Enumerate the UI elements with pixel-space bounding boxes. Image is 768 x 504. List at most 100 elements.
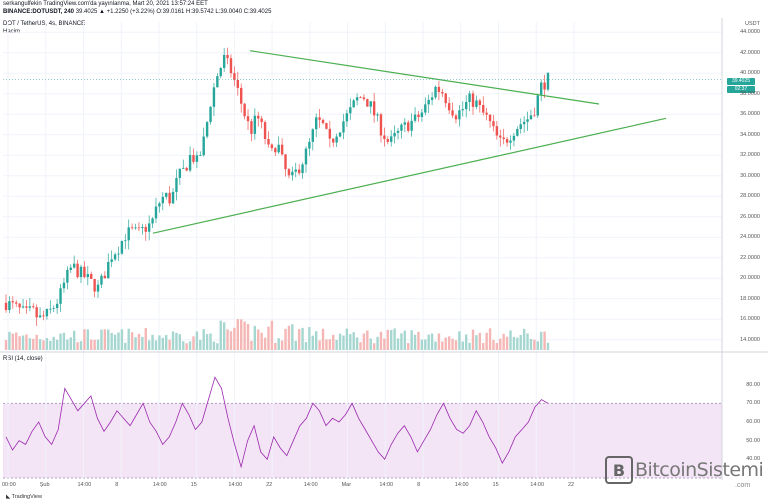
volume-bar bbox=[403, 330, 407, 350]
volume-bar bbox=[96, 339, 100, 350]
candle-body bbox=[335, 136, 338, 143]
volume-bar bbox=[512, 336, 516, 350]
candle-body bbox=[441, 92, 444, 94]
volume-bar bbox=[178, 334, 182, 350]
bitcoin-logo-icon: B bbox=[605, 456, 633, 484]
candle-body bbox=[236, 79, 239, 88]
volume-bar bbox=[25, 334, 28, 350]
time-tick-label: 15 bbox=[190, 482, 197, 488]
candle-body bbox=[383, 135, 386, 140]
volume-bar bbox=[263, 337, 267, 350]
candle-body bbox=[38, 315, 42, 318]
volume-bar bbox=[294, 340, 297, 350]
candle-body bbox=[216, 76, 219, 88]
time-tick-label: 14:00 bbox=[152, 482, 167, 488]
volume-bar bbox=[253, 325, 257, 350]
candle-body bbox=[297, 169, 301, 174]
candle-body bbox=[199, 155, 202, 156]
candle-body bbox=[25, 306, 28, 308]
candle-body bbox=[417, 114, 420, 118]
volume-bar bbox=[270, 320, 274, 350]
countdown-badge: 02:37 bbox=[727, 86, 755, 93]
candle-body bbox=[219, 67, 222, 77]
volume-bar bbox=[90, 339, 93, 350]
candle-body bbox=[468, 93, 471, 102]
volume-bar bbox=[359, 342, 362, 350]
time-tick-label: 14:00 bbox=[454, 482, 469, 488]
candle-body bbox=[478, 100, 482, 106]
volume-bar bbox=[413, 334, 417, 350]
volume-bar bbox=[447, 336, 451, 350]
candle-body bbox=[260, 118, 263, 123]
time-tick-label: 14:00 bbox=[303, 482, 318, 488]
volume-bar bbox=[124, 342, 127, 350]
volume-bar bbox=[308, 327, 311, 350]
volume-bar bbox=[182, 341, 185, 350]
candle-body bbox=[110, 259, 113, 262]
candle-body bbox=[516, 129, 519, 136]
volume-bar bbox=[280, 340, 284, 350]
volume-bar bbox=[83, 329, 86, 350]
volume-bar bbox=[338, 333, 342, 350]
volume-bar bbox=[185, 343, 188, 350]
candle-body bbox=[427, 99, 430, 105]
candle-body bbox=[536, 95, 539, 116]
candle-body bbox=[325, 123, 328, 129]
candle-body bbox=[49, 308, 52, 310]
rsi-tick-label: 60.00 bbox=[746, 419, 760, 425]
candle-body bbox=[15, 302, 18, 304]
candle-body bbox=[229, 58, 233, 74]
candle-body bbox=[141, 226, 144, 228]
candle-body bbox=[345, 113, 349, 122]
volume-bar bbox=[505, 336, 509, 350]
candle-body bbox=[226, 54, 229, 59]
candle-body bbox=[502, 137, 505, 140]
candle-body bbox=[192, 155, 195, 162]
candle-body bbox=[482, 105, 485, 113]
volume-bar bbox=[35, 334, 38, 350]
time-tick-label: 14:00 bbox=[530, 482, 545, 488]
watermark-sub: .com bbox=[735, 482, 751, 489]
volume-bar bbox=[127, 328, 130, 350]
candle-body bbox=[291, 171, 294, 176]
volume-bar bbox=[199, 339, 202, 350]
candle-body bbox=[168, 192, 171, 204]
volume-bar bbox=[226, 329, 229, 350]
volume-bar bbox=[297, 329, 301, 350]
volume-bar bbox=[110, 332, 113, 350]
volume-bar bbox=[437, 333, 441, 350]
candle-body bbox=[359, 97, 362, 99]
volume-bar bbox=[195, 331, 199, 350]
candle-body bbox=[308, 141, 311, 149]
candle-body bbox=[526, 119, 529, 122]
volume-bar bbox=[366, 330, 369, 350]
time-tick-label: 22 bbox=[568, 482, 575, 488]
volume-bar bbox=[8, 331, 11, 350]
candle-body bbox=[369, 101, 372, 107]
candle-body bbox=[147, 223, 151, 232]
volume-bar bbox=[396, 338, 400, 350]
volume-bar bbox=[461, 341, 464, 350]
candle-body bbox=[175, 177, 178, 192]
candle-body bbox=[376, 114, 379, 116]
candle-body bbox=[379, 114, 383, 136]
candle-body bbox=[471, 93, 475, 107]
candle-body bbox=[134, 227, 137, 229]
candle-body bbox=[250, 121, 253, 134]
candle-body bbox=[103, 275, 107, 279]
volume-bar bbox=[379, 331, 383, 350]
volume-bar bbox=[32, 338, 35, 350]
time-tick-label: 14:00 bbox=[379, 482, 394, 488]
volume-bar bbox=[192, 336, 195, 350]
volume-bar bbox=[492, 340, 495, 350]
volume-bar bbox=[257, 329, 260, 350]
ohlc-values: 39.4025 ▲ +1.2250 (+3.22%) O:39.0161 H:3… bbox=[75, 9, 272, 15]
candle-body bbox=[403, 122, 407, 125]
tradingview-footer[interactable]: ◣ TradingView bbox=[6, 494, 42, 500]
volume-bar bbox=[376, 336, 379, 350]
volume-bar bbox=[420, 339, 424, 350]
candle-body bbox=[519, 124, 522, 130]
candle-body bbox=[233, 73, 236, 80]
rsi-tick-label: 40.00 bbox=[746, 456, 760, 463]
candle-body bbox=[253, 115, 257, 134]
